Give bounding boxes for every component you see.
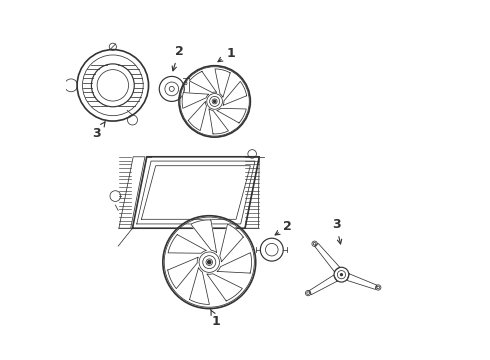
Polygon shape xyxy=(220,224,243,262)
Text: 1: 1 xyxy=(218,47,235,62)
Polygon shape xyxy=(168,235,206,253)
Polygon shape xyxy=(182,93,209,108)
Polygon shape xyxy=(223,81,246,105)
Circle shape xyxy=(213,100,217,103)
Circle shape xyxy=(340,273,343,276)
Polygon shape xyxy=(168,257,198,289)
Polygon shape xyxy=(217,108,246,123)
Circle shape xyxy=(207,260,212,265)
Polygon shape xyxy=(217,253,251,273)
Polygon shape xyxy=(207,274,243,301)
Polygon shape xyxy=(215,69,230,97)
Polygon shape xyxy=(188,102,206,131)
Text: 1: 1 xyxy=(211,309,221,328)
Polygon shape xyxy=(309,275,337,295)
Polygon shape xyxy=(190,71,217,93)
Text: 2: 2 xyxy=(275,220,292,235)
Polygon shape xyxy=(209,109,228,134)
Polygon shape xyxy=(191,220,217,252)
Polygon shape xyxy=(315,243,340,271)
Text: 3: 3 xyxy=(332,218,342,244)
Text: 3: 3 xyxy=(93,122,105,140)
Polygon shape xyxy=(347,274,377,289)
Polygon shape xyxy=(190,268,209,305)
Text: 2: 2 xyxy=(172,45,183,71)
